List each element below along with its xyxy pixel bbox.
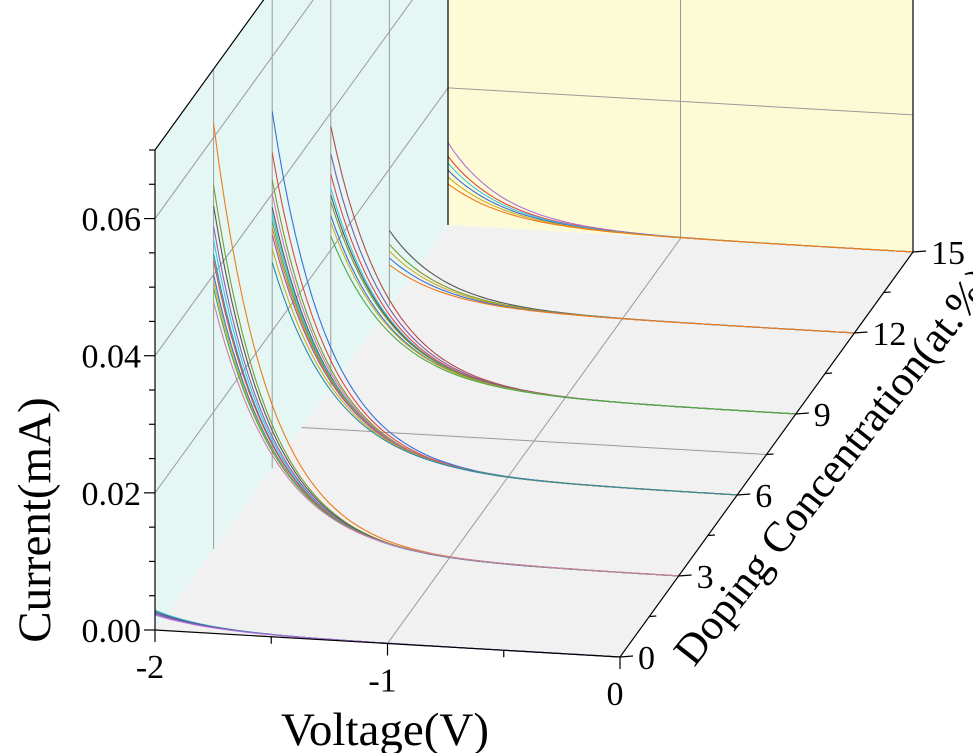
chart-walls (155, 0, 913, 657)
y-tick-label: 0 (638, 640, 655, 677)
y-minor-tick (766, 453, 774, 456)
x-tick-label: 0 (607, 676, 624, 713)
y-tick (795, 412, 809, 415)
z-tick-label: 0.04 (82, 339, 142, 376)
z-tick-label: 0.06 (82, 202, 142, 239)
side-wall-top-edge (154, 0, 265, 151)
y-tick-label: 3 (697, 559, 714, 596)
series-line-doping-9 (330, 235, 796, 415)
side-gridline-z (154, 0, 413, 357)
series-line-doping-12 (389, 264, 855, 334)
y-minor-tick (649, 615, 657, 618)
y-tick-label: 9 (814, 397, 831, 434)
z-tick-label: 0.02 (82, 476, 142, 513)
back-gridline-z (447, 87, 914, 116)
y-tick (912, 250, 927, 253)
y-tick-label: 15 (931, 235, 965, 272)
y-minor-tick (825, 372, 833, 375)
y-tick-label: 6 (755, 478, 772, 515)
x-tick-label: -2 (136, 649, 164, 686)
z-tick-label: 0.00 (82, 613, 142, 650)
series-line-doping-3 (213, 301, 679, 577)
side-gridline-z (154, 87, 449, 494)
y-minor-tick (707, 534, 715, 537)
y-tick (737, 493, 751, 496)
x-tick-label: -1 (368, 663, 396, 700)
y-minor-tick (883, 291, 891, 294)
x-axis-title: Voltage(V) (281, 704, 489, 753)
series-line-doping-15 (447, 183, 914, 253)
series-line-doping-6 (271, 262, 738, 496)
y-tick (854, 331, 868, 334)
y-tick-label: 12 (872, 316, 906, 353)
side-gridline-z (154, 0, 314, 219)
z-axis-title: Current(mA) (9, 397, 61, 642)
y-tick (678, 574, 692, 577)
chart-axes: -2 -1 00 3 6 9 12 15 0.00 0.02 0.04 0.06 (82, 0, 965, 713)
y-tick (619, 655, 634, 658)
